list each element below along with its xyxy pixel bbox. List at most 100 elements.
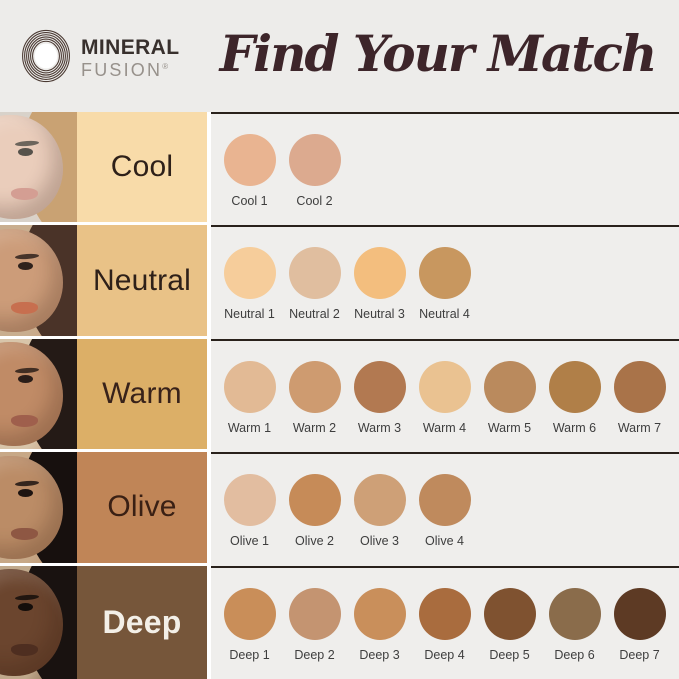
swatch-name: Olive 2 bbox=[295, 534, 334, 549]
swatch-name: Olive 1 bbox=[230, 534, 269, 549]
swatch-name: Neutral 4 bbox=[419, 307, 470, 322]
row-label-warm: Warm bbox=[77, 338, 207, 450]
swatch-circle bbox=[613, 587, 666, 640]
swatch-circle bbox=[548, 360, 601, 413]
swatch-name: Deep 3 bbox=[359, 647, 400, 662]
model-photo-neutral bbox=[0, 225, 77, 336]
shade-row-olive: Olive Olive 1 Olive 2 Olive 3 Olive 4 bbox=[0, 452, 679, 566]
swatch-circle bbox=[418, 360, 471, 413]
swatch-deep-2: Deep 2 bbox=[282, 587, 347, 662]
swatch-warm-7: Warm 7 bbox=[607, 360, 672, 435]
photo-lips-shape bbox=[10, 643, 38, 656]
photo-eye-shape bbox=[17, 375, 33, 384]
registered-mark: ® bbox=[162, 62, 169, 71]
swatch-circle bbox=[418, 247, 471, 300]
swatch-circle bbox=[288, 360, 341, 413]
model-photo-warm bbox=[0, 338, 77, 450]
row-label-deep: Deep bbox=[77, 565, 207, 679]
photo-lips-shape bbox=[10, 301, 38, 314]
swatch-name: Neutral 3 bbox=[354, 307, 405, 322]
swatch-circle bbox=[223, 134, 276, 186]
swatch-deep-3: Deep 3 bbox=[347, 587, 412, 662]
brand-name: MINERAL FUSION® bbox=[81, 33, 179, 79]
swatch-circle bbox=[353, 360, 406, 413]
swatch-name: Deep 2 bbox=[294, 647, 335, 662]
swatch-olive-4: Olive 4 bbox=[412, 474, 477, 548]
swatch-panel-deep: Deep 1 Deep 2 Deep 3 Deep 4 Deep 5 Deep … bbox=[211, 565, 679, 679]
photo-lips-shape bbox=[10, 414, 38, 427]
swatch-warm-3: Warm 3 bbox=[347, 360, 412, 435]
swatch-neutral-4: Neutral 4 bbox=[412, 247, 477, 321]
swatch-name: Cool 1 bbox=[231, 194, 268, 208]
shade-row-warm: Warm Warm 1 Warm 2 Warm 3 Warm 4 Warm 5 bbox=[0, 338, 679, 453]
swatch-neutral-1: Neutral 1 bbox=[217, 247, 282, 321]
swatch-name: Olive 4 bbox=[425, 534, 464, 549]
column-divider bbox=[207, 225, 211, 339]
swatch-olive-3: Olive 3 bbox=[347, 474, 412, 548]
swatch-name: Warm 3 bbox=[357, 420, 402, 435]
swatch-olive-1: Olive 1 bbox=[217, 474, 282, 548]
swatch-circle bbox=[223, 247, 276, 300]
photo-eye-shape bbox=[17, 148, 33, 157]
swatch-name: Olive 3 bbox=[360, 534, 399, 549]
swatch-neutral-3: Neutral 3 bbox=[347, 247, 412, 321]
photo-eye-shape bbox=[17, 261, 33, 270]
photo-lips-shape bbox=[10, 188, 38, 201]
swatch-circle bbox=[418, 587, 471, 640]
column-divider bbox=[207, 338, 211, 453]
swatch-circle bbox=[483, 360, 536, 413]
shade-row-deep: Deep Deep 1 Deep 2 Deep 3 Deep 4 Deep 5 bbox=[0, 565, 679, 679]
row-label-cool: Cool bbox=[77, 112, 207, 223]
swatch-circle bbox=[223, 360, 276, 413]
swatch-panel-warm: Warm 1 Warm 2 Warm 3 Warm 4 Warm 5 Warm … bbox=[211, 338, 679, 453]
swatch-name: Warm 1 bbox=[227, 420, 272, 435]
swatch-panel-neutral: Neutral 1 Neutral 2 Neutral 3 Neutral 4 bbox=[211, 225, 679, 339]
swatch-name: Deep 1 bbox=[229, 647, 270, 662]
swatch-name: Deep 4 bbox=[424, 647, 465, 662]
model-photo-olive bbox=[0, 452, 77, 563]
swatch-neutral-2: Neutral 2 bbox=[282, 247, 347, 321]
swatch-deep-6: Deep 6 bbox=[542, 587, 607, 662]
swatch-circle bbox=[353, 247, 406, 300]
row-label-olive: Olive bbox=[77, 452, 207, 563]
swatch-name: Cool 2 bbox=[296, 194, 333, 208]
row-label-neutral: Neutral bbox=[77, 225, 207, 336]
swatch-panel-olive: Olive 1 Olive 2 Olive 3 Olive 4 bbox=[211, 452, 679, 566]
swatch-circle bbox=[483, 587, 536, 640]
swatch-deep-1: Deep 1 bbox=[217, 587, 282, 662]
shade-row-neutral: Neutral Neutral 1 Neutral 2 Neutral 3 Ne… bbox=[0, 225, 679, 339]
swatch-cool-2: Cool 2 bbox=[282, 134, 347, 208]
swatch-circle bbox=[353, 474, 406, 527]
swatch-cool-1: Cool 1 bbox=[217, 134, 282, 208]
swatch-olive-2: Olive 2 bbox=[282, 474, 347, 548]
swatch-circle bbox=[288, 134, 341, 186]
swatch-name: Warm 5 bbox=[487, 420, 532, 435]
swatch-warm-1: Warm 1 bbox=[217, 360, 282, 435]
brand-name-line2: FUSION® bbox=[81, 60, 169, 80]
swatch-warm-5: Warm 5 bbox=[477, 360, 542, 435]
brand-logo: MINERAL FUSION® bbox=[20, 27, 212, 85]
swatch-warm-4: Warm 4 bbox=[412, 360, 477, 435]
page-title: Find Your Match bbox=[219, 23, 658, 83]
photo-eye-shape bbox=[17, 488, 33, 497]
swatch-name: Deep 6 bbox=[554, 647, 595, 662]
swatch-circle bbox=[223, 587, 276, 640]
swatch-warm-2: Warm 2 bbox=[282, 360, 347, 435]
swatch-name: Deep 7 bbox=[619, 647, 660, 662]
column-divider bbox=[207, 565, 211, 679]
swatch-circle bbox=[288, 474, 341, 527]
swatch-circle bbox=[613, 360, 666, 413]
shade-chart: Cool Cool 1 Cool 2 Neutral Neu bbox=[0, 112, 679, 679]
column-divider bbox=[207, 452, 211, 566]
photo-lips-shape bbox=[10, 528, 38, 541]
swatch-name: Neutral 2 bbox=[289, 307, 340, 322]
model-photo-cool bbox=[0, 112, 77, 223]
brand-logo-rings-icon bbox=[22, 29, 70, 83]
swatch-circle bbox=[418, 474, 471, 527]
swatch-circle bbox=[353, 587, 406, 640]
swatch-deep-7: Deep 7 bbox=[607, 587, 672, 662]
brand-name-line1: MINERAL bbox=[81, 36, 180, 59]
model-photo-deep bbox=[0, 565, 77, 679]
swatch-warm-6: Warm 6 bbox=[542, 360, 607, 435]
shade-row-cool: Cool Cool 1 Cool 2 bbox=[0, 112, 679, 226]
